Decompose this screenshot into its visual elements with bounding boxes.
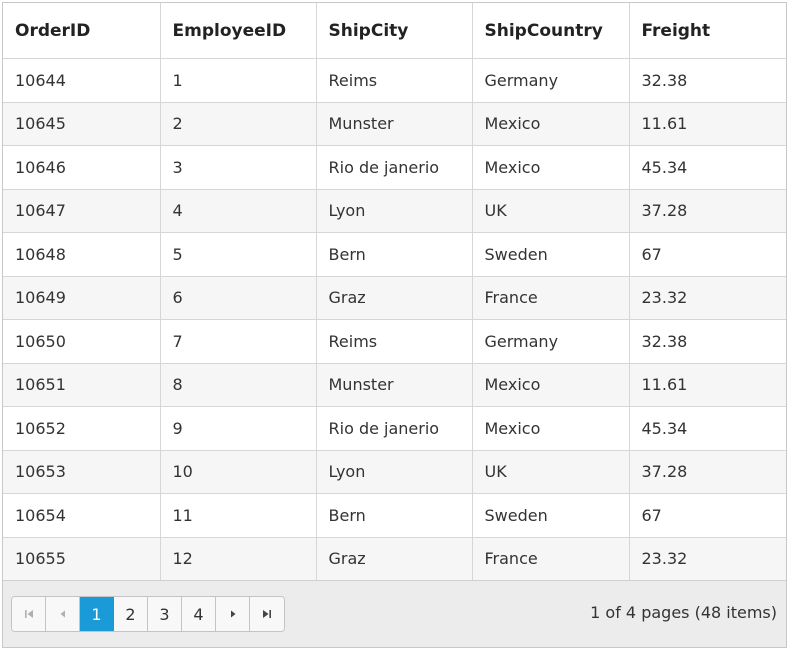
cell-employeeid[interactable]: 7 — [160, 319, 317, 364]
cell-shipcountry[interactable]: Mexico — [472, 145, 630, 190]
grid-table: OrderID EmployeeID ShipCity ShipCountry … — [3, 3, 786, 581]
pager-info: 1 of 4 pages (48 items) — [590, 603, 777, 622]
table-row[interactable]: 10653 10 Lyon UK 37.28 — [3, 450, 786, 494]
cell-orderid[interactable]: 10644 — [3, 58, 161, 103]
cell-freight[interactable]: 45.34 — [629, 406, 786, 451]
cell-shipcity[interactable]: Munster — [316, 102, 473, 146]
cell-freight[interactable]: 67 — [629, 493, 786, 538]
grid-body: 10644 1 Reims Germany 32.38 10645 2 Munster Mexi… — [3, 58, 786, 581]
table-row[interactable]: 10649 6 Graz France 23.32 — [3, 276, 786, 320]
cell-shipcountry[interactable]: UK — [472, 450, 630, 494]
cell-employeeid[interactable]: 2 — [160, 102, 317, 146]
cell-employeeid[interactable]: 12 — [160, 537, 317, 581]
cell-orderid[interactable]: 10653 — [3, 450, 161, 494]
cell-shipcity[interactable]: Graz — [316, 537, 473, 581]
table-row[interactable]: 10651 8 Munster Mexico 11.61 — [3, 363, 786, 407]
cell-freight[interactable]: 37.28 — [629, 189, 786, 233]
header-row: OrderID EmployeeID ShipCity ShipCountry … — [3, 3, 786, 59]
cell-orderid[interactable]: 10651 — [3, 363, 161, 407]
table-row[interactable]: 10644 1 Reims Germany 32.38 — [3, 58, 786, 103]
pager: 1 2 3 4 1 of 4 pages (48 items) — [3, 580, 786, 647]
table-row[interactable]: 10652 9 Rio de janerio Mexico 45.34 — [3, 406, 786, 451]
page-button-1[interactable]: 1 — [80, 597, 114, 631]
cell-shipcity[interactable]: Lyon — [316, 450, 473, 494]
cell-shipcity[interactable]: Reims — [316, 319, 473, 364]
column-header-shipcountry[interactable]: ShipCountry — [472, 3, 630, 59]
first-page-button[interactable] — [12, 597, 46, 631]
cell-shipcountry[interactable]: Sweden — [472, 232, 630, 277]
cell-employeeid[interactable]: 11 — [160, 493, 317, 538]
cell-freight[interactable]: 23.32 — [629, 276, 786, 320]
previous-page-button[interactable] — [46, 597, 80, 631]
cell-freight[interactable]: 45.34 — [629, 145, 786, 190]
column-header-orderid[interactable]: OrderID — [3, 3, 161, 59]
cell-shipcountry[interactable]: Germany — [472, 58, 630, 103]
last-page-icon — [263, 610, 271, 618]
cell-employeeid[interactable]: 9 — [160, 406, 317, 451]
cell-freight[interactable]: 11.61 — [629, 363, 786, 407]
next-page-icon — [230, 610, 235, 618]
cell-employeeid[interactable]: 1 — [160, 58, 317, 103]
cell-freight[interactable]: 32.38 — [629, 58, 786, 103]
table-row[interactable]: 10645 2 Munster Mexico 11.61 — [3, 102, 786, 146]
cell-shipcity[interactable]: Lyon — [316, 189, 473, 233]
column-header-shipcity[interactable]: ShipCity — [316, 3, 473, 59]
table-row[interactable]: 10646 3 Rio de janerio Mexico 45.34 — [3, 145, 786, 190]
cell-shipcity[interactable]: Graz — [316, 276, 473, 320]
cell-freight[interactable]: 37.28 — [629, 450, 786, 494]
cell-orderid[interactable]: 10655 — [3, 537, 161, 581]
cell-shipcity[interactable]: Munster — [316, 363, 473, 407]
first-page-icon — [24, 610, 33, 618]
cell-shipcountry[interactable]: France — [472, 537, 630, 581]
cell-shipcountry[interactable]: France — [472, 276, 630, 320]
pager-buttons: 1 2 3 4 — [11, 596, 285, 632]
data-grid: OrderID EmployeeID ShipCity ShipCountry … — [2, 2, 787, 648]
cell-freight[interactable]: 11.61 — [629, 102, 786, 146]
cell-employeeid[interactable]: 5 — [160, 232, 317, 277]
cell-shipcity[interactable]: Reims — [316, 58, 473, 103]
last-page-button[interactable] — [250, 597, 284, 631]
cell-employeeid[interactable]: 6 — [160, 276, 317, 320]
cell-shipcountry[interactable]: Mexico — [472, 363, 630, 407]
previous-page-icon — [60, 610, 65, 618]
cell-orderid[interactable]: 10649 — [3, 276, 161, 320]
cell-shipcountry[interactable]: Mexico — [472, 406, 630, 451]
table-row[interactable]: 10650 7 Reims Germany 32.38 — [3, 319, 786, 364]
cell-orderid[interactable]: 10652 — [3, 406, 161, 451]
column-header-employeeid[interactable]: EmployeeID — [160, 3, 317, 59]
cell-shipcity[interactable]: Bern — [316, 232, 473, 277]
cell-shipcity[interactable]: Bern — [316, 493, 473, 538]
table-row[interactable]: 10648 5 Bern Sweden 67 — [3, 232, 786, 277]
column-header-freight[interactable]: Freight — [629, 3, 786, 59]
grid-header: OrderID EmployeeID ShipCity ShipCountry … — [3, 3, 786, 59]
cell-shipcountry[interactable]: Mexico — [472, 102, 630, 146]
cell-freight[interactable]: 32.38 — [629, 319, 786, 364]
table-row[interactable]: 10655 12 Graz France 23.32 — [3, 537, 786, 581]
cell-shipcity[interactable]: Rio de janerio — [316, 406, 473, 451]
cell-orderid[interactable]: 10654 — [3, 493, 161, 538]
cell-shipcountry[interactable]: UK — [472, 189, 630, 233]
cell-orderid[interactable]: 10650 — [3, 319, 161, 364]
page-button-4[interactable]: 4 — [182, 597, 216, 631]
cell-shipcountry[interactable]: Sweden — [472, 493, 630, 538]
cell-orderid[interactable]: 10646 — [3, 145, 161, 190]
cell-employeeid[interactable]: 10 — [160, 450, 317, 494]
page-button-2[interactable]: 2 — [114, 597, 148, 631]
cell-employeeid[interactable]: 8 — [160, 363, 317, 407]
cell-employeeid[interactable]: 4 — [160, 189, 317, 233]
table-row[interactable]: 10647 4 Lyon UK 37.28 — [3, 189, 786, 233]
cell-shipcountry[interactable]: Germany — [472, 319, 630, 364]
cell-freight[interactable]: 67 — [629, 232, 786, 277]
table-row[interactable]: 10654 11 Bern Sweden 67 — [3, 493, 786, 538]
cell-orderid[interactable]: 10648 — [3, 232, 161, 277]
page-button-3[interactable]: 3 — [148, 597, 182, 631]
cell-shipcity[interactable]: Rio de janerio — [316, 145, 473, 190]
cell-orderid[interactable]: 10645 — [3, 102, 161, 146]
next-page-button[interactable] — [216, 597, 250, 631]
cell-orderid[interactable]: 10647 — [3, 189, 161, 233]
cell-employeeid[interactable]: 3 — [160, 145, 317, 190]
cell-freight[interactable]: 23.32 — [629, 537, 786, 581]
